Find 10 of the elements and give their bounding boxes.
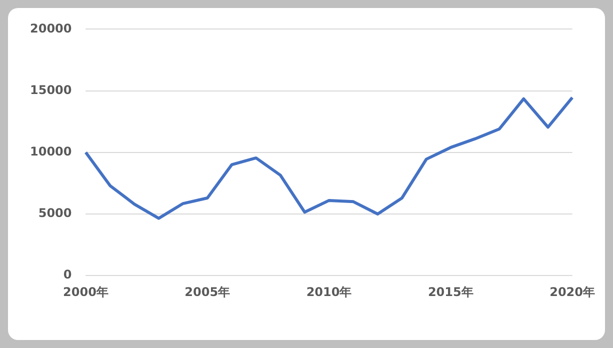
x-tick-label: 2005年: [184, 284, 230, 299]
x-tick-label: 2010年: [306, 284, 352, 299]
y-tick-label: 20000: [30, 21, 72, 36]
y-tick-label: 0: [63, 268, 72, 282]
y-tick-label: 15000: [30, 82, 72, 97]
y-tick-label: 5000: [38, 206, 72, 220]
x-tick-label: 2020年: [550, 284, 596, 299]
x-tick-label: 2000年: [63, 284, 108, 299]
x-tick-label: 2015年: [428, 284, 474, 299]
y-tick-label: 10000: [30, 144, 72, 159]
